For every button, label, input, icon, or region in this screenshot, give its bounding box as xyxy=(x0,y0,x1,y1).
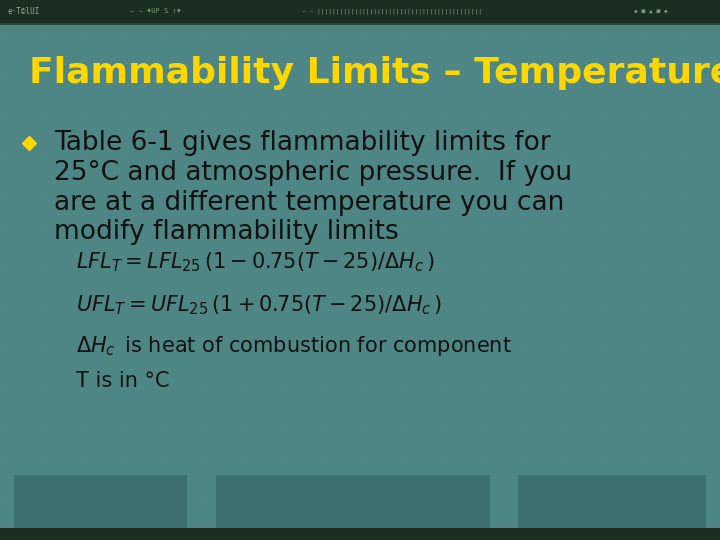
FancyBboxPatch shape xyxy=(0,528,720,540)
Text: T is in °C: T is in °C xyxy=(76,370,169,391)
Text: ◆ ■ ▲ ■ ◆: ◆ ■ ▲ ■ ◆ xyxy=(634,9,667,14)
Text: e·T©lUI: e·T©lUI xyxy=(7,7,40,16)
Text: $UFL_T = UFL_{25}\,(1 + 0.75(T-25)/\Delta H_c\,)$: $UFL_T = UFL_{25}\,(1 + 0.75(T-25)/\Delt… xyxy=(76,293,441,317)
Text: Table 6-1 gives flammability limits for: Table 6-1 gives flammability limits for xyxy=(54,130,551,156)
Text: — — ♦UP S ↑♦: — — ♦UP S ↑♦ xyxy=(130,8,181,15)
Text: $LFL_T = LFL_{25}\,(1 - 0.75(T-25)/\Delta H_c\,)$: $LFL_T = LFL_{25}\,(1 - 0.75(T-25)/\Delt… xyxy=(76,250,434,274)
Text: — — ||||||||||||||||||||||||||||||||||||||||||||: — — ||||||||||||||||||||||||||||||||||||… xyxy=(302,9,482,14)
FancyBboxPatch shape xyxy=(518,475,706,529)
Text: $\Delta H_c\,$ is heat of combustion for component: $\Delta H_c\,$ is heat of combustion for… xyxy=(76,334,511,357)
FancyBboxPatch shape xyxy=(216,475,490,529)
Text: Flammability Limits – Temperature effect: Flammability Limits – Temperature effect xyxy=(29,56,720,90)
Text: modify flammability limits: modify flammability limits xyxy=(54,219,399,245)
FancyBboxPatch shape xyxy=(0,0,720,23)
FancyBboxPatch shape xyxy=(14,475,187,529)
Text: are at a different temperature you can: are at a different temperature you can xyxy=(54,190,564,215)
FancyBboxPatch shape xyxy=(0,23,720,25)
Text: 25°C and atmospheric pressure.  If you: 25°C and atmospheric pressure. If you xyxy=(54,160,572,186)
